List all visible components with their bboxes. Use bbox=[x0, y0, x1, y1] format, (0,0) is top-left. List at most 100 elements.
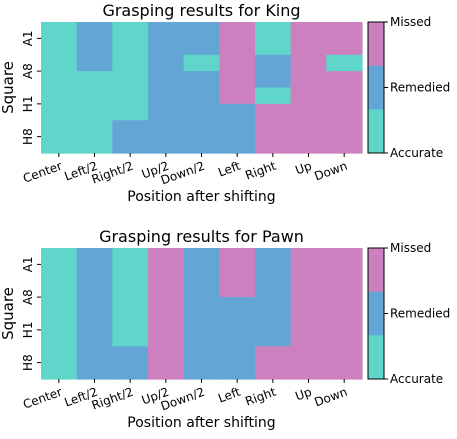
heatmap-cell bbox=[219, 329, 256, 347]
x-tick-label: Down bbox=[312, 159, 349, 184]
heatmap-cell bbox=[326, 248, 363, 265]
heatmap-cell bbox=[76, 22, 113, 39]
heatmap-cell bbox=[290, 87, 327, 105]
colorbar-tick-label: Remedied bbox=[390, 307, 450, 321]
chart-title: Grasping results for King bbox=[102, 1, 300, 20]
heatmap-cell bbox=[326, 136, 363, 154]
heatmap-cell bbox=[219, 136, 256, 154]
heatmap-cell bbox=[76, 280, 113, 298]
y-tick-label: A1 bbox=[21, 30, 35, 46]
heatmap-cell bbox=[41, 38, 78, 56]
heatmap-cell bbox=[290, 38, 327, 56]
heatmap-cell bbox=[76, 103, 113, 121]
heatmap-cell bbox=[326, 103, 363, 121]
heatmap-cell bbox=[76, 362, 113, 380]
heatmap-cell bbox=[290, 54, 327, 72]
heatmap-cell bbox=[183, 362, 220, 380]
heatmap-cell bbox=[255, 54, 292, 72]
heatmap-cell bbox=[148, 362, 185, 380]
colorbar-tick-label: Missed bbox=[390, 15, 431, 29]
heatmap-cell bbox=[290, 297, 327, 315]
heatmap-cell bbox=[148, 297, 185, 315]
heatmap-cell bbox=[326, 362, 363, 380]
heatmap-cell bbox=[41, 87, 78, 105]
heatmap-cell bbox=[76, 54, 113, 72]
heatmap-cell bbox=[290, 248, 327, 265]
heatmap-cell bbox=[183, 297, 220, 315]
x-tick-label: Right/2 bbox=[90, 385, 135, 413]
heatmap-cell bbox=[255, 38, 292, 56]
y-tick-label: A8 bbox=[21, 63, 35, 79]
heatmap-cell bbox=[41, 71, 78, 89]
heatmap-cell bbox=[112, 103, 149, 121]
colorbar-tick-label: Missed bbox=[390, 241, 431, 255]
heatmap-cell bbox=[255, 264, 292, 282]
heatmap-cell bbox=[112, 22, 149, 39]
heatmap-cell bbox=[148, 264, 185, 282]
heatmap-cell bbox=[148, 22, 185, 39]
colorbar-tick-label: Remedied bbox=[390, 81, 450, 95]
heatmap-cell bbox=[41, 313, 78, 331]
heatmap-cell bbox=[290, 362, 327, 380]
heatmap-cell bbox=[255, 136, 292, 154]
heatmap-cell bbox=[148, 248, 185, 265]
heatmap-cell bbox=[255, 362, 292, 380]
heatmap-cell bbox=[219, 54, 256, 72]
heatmap-cell bbox=[41, 362, 78, 380]
x-tick-label: Down bbox=[312, 385, 349, 410]
heatmap-cell bbox=[183, 71, 220, 89]
heatmap-cell bbox=[148, 346, 185, 364]
heatmap-cell bbox=[219, 248, 256, 265]
heatmap-cell bbox=[148, 103, 185, 121]
heatmap-cell bbox=[183, 280, 220, 298]
heatmap-cell bbox=[255, 87, 292, 105]
heatmap-cell bbox=[255, 120, 292, 138]
heatmap-cell bbox=[326, 280, 363, 298]
heatmap-cell bbox=[255, 280, 292, 298]
heatmap-cell bbox=[183, 346, 220, 364]
heatmap-cell bbox=[112, 71, 149, 89]
heatmap-cell bbox=[148, 329, 185, 347]
heatmap-cell bbox=[290, 136, 327, 154]
heatmap-cell bbox=[255, 248, 292, 265]
heatmap-cell bbox=[326, 297, 363, 315]
heatmap-cell bbox=[290, 120, 327, 138]
heatmap-cell bbox=[76, 297, 113, 315]
heatmap-cell bbox=[290, 329, 327, 347]
heatmap-cell bbox=[183, 120, 220, 138]
colorbar-segment bbox=[368, 248, 384, 293]
heatmap-cell bbox=[76, 120, 113, 138]
y-axis-label: Square bbox=[0, 287, 17, 340]
heatmap-cell bbox=[183, 38, 220, 56]
heatmap-cell bbox=[41, 103, 78, 121]
heatmap-cell bbox=[219, 362, 256, 380]
heatmap-cell bbox=[219, 71, 256, 89]
heatmap-cell bbox=[326, 71, 363, 89]
y-tick-label: H1 bbox=[21, 322, 35, 339]
heatmap-cell bbox=[255, 313, 292, 331]
heatmap-cell bbox=[326, 346, 363, 364]
heatmap-cell bbox=[255, 297, 292, 315]
heatmap-cell bbox=[326, 54, 363, 72]
colorbar-segment bbox=[368, 22, 384, 67]
heatmap-cell bbox=[290, 280, 327, 298]
colorbar-segment bbox=[368, 291, 384, 336]
heatmap-cell bbox=[41, 264, 78, 282]
colorbar-segment bbox=[368, 65, 384, 110]
heatmap-cell bbox=[255, 71, 292, 89]
x-tick-label: Center bbox=[21, 159, 64, 186]
heatmap-cell bbox=[326, 329, 363, 347]
heatmap-cell bbox=[148, 313, 185, 331]
heatmap-cell bbox=[41, 54, 78, 72]
heatmap-cell bbox=[183, 22, 220, 39]
heatmap-cell bbox=[112, 362, 149, 380]
heatmap-cell bbox=[148, 136, 185, 154]
heatmap-cell bbox=[112, 87, 149, 105]
heatmap-cell bbox=[148, 54, 185, 72]
heatmap-cell bbox=[76, 71, 113, 89]
heatmap-cell bbox=[326, 313, 363, 331]
heatmap-cell bbox=[112, 54, 149, 72]
heatmap-cell bbox=[76, 264, 113, 282]
x-axis-label: Position after shifting bbox=[127, 189, 275, 205]
